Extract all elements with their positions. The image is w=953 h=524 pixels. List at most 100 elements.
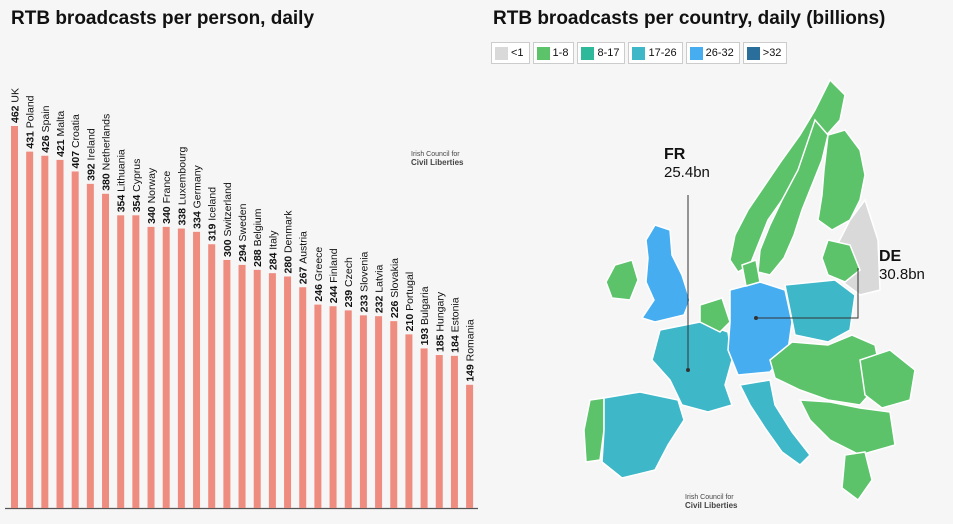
bar-category: Portugal	[404, 272, 416, 311]
legend-label: <1	[511, 47, 524, 59]
bar-value: 340	[146, 203, 158, 223]
bar-label: 340 France	[161, 171, 173, 224]
bar-category: Italy	[267, 230, 279, 250]
bar-value: 246	[313, 281, 325, 301]
bar-label: 185 Hungary	[434, 291, 446, 352]
bar-category: Spain	[40, 105, 52, 132]
bar-label: 294 Sweden	[237, 203, 249, 262]
bar-value: 421	[55, 136, 67, 156]
bar	[162, 226, 170, 509]
map-legend: <1 1-8 8-17 17-26 26-32 >32	[491, 42, 788, 64]
bar	[253, 269, 261, 508]
bar-value: 431	[25, 128, 37, 148]
bar-value: 380	[101, 170, 113, 190]
map-country-ireland	[605, 259, 639, 301]
bar-label: 392 Ireland	[85, 128, 97, 181]
bar-value: 226	[389, 298, 401, 318]
bar-category: Slovakia	[389, 258, 401, 298]
bar	[238, 264, 246, 508]
map-country-sweden	[757, 118, 829, 276]
bar-value: 185	[434, 332, 446, 352]
bar-label: 431 Poland	[25, 95, 37, 148]
bar-category: Iceland	[207, 187, 219, 221]
bar-category: Greece	[313, 247, 325, 282]
bar	[86, 183, 94, 508]
bar-category: Lithuania	[116, 149, 128, 192]
legend-item: 26-32	[685, 42, 740, 64]
bar-label: 421 Malta	[55, 111, 67, 157]
bar-label: 226 Slovakia	[389, 258, 401, 318]
bar-category: Norway	[146, 167, 158, 203]
bar-label: 233 Slovenia	[358, 251, 370, 312]
bar-category: Czech	[343, 257, 355, 287]
bar	[268, 273, 276, 508]
bar-label: 239 Czech	[343, 257, 355, 307]
bar-label: 319 Iceland	[207, 187, 219, 241]
bar-value: 288	[252, 246, 264, 266]
watermark-line2: Civil Liberties	[685, 501, 738, 510]
map-country-italy	[738, 379, 811, 466]
bar	[314, 304, 322, 508]
bar	[329, 306, 337, 508]
bar	[208, 244, 216, 508]
bar-category: Bulgaria	[419, 286, 431, 325]
bar-value: 239	[343, 287, 355, 307]
legend-label: >32	[762, 47, 782, 59]
bar-category: Ireland	[85, 128, 97, 160]
bar-label: 354 Lithuania	[116, 149, 128, 212]
bar	[177, 228, 185, 508]
bar-value: 233	[358, 292, 370, 312]
bar-label: 280 Denmark	[283, 210, 295, 274]
legend-item: 8-17	[577, 42, 626, 64]
bar-category: Netherlands	[101, 114, 113, 171]
bar-category: Slovenia	[358, 251, 370, 291]
bar	[147, 226, 155, 509]
bar-value: 392	[85, 160, 97, 180]
bar-value: 193	[419, 325, 431, 345]
bar-category: Malta	[55, 111, 67, 137]
bar-category: Estonia	[449, 297, 461, 332]
legend-item: <1	[491, 42, 530, 64]
bar-category: Austria	[298, 231, 310, 264]
bar-label: 338 Luxembourg	[176, 147, 188, 226]
map-country-balkans	[798, 399, 896, 456]
bar-label: 300 Switzerland	[222, 182, 234, 257]
bar-label: 244 Finland	[328, 248, 340, 303]
bar	[41, 155, 49, 508]
bar-label: 340 Norway	[146, 167, 158, 224]
bar-category: Cyprus	[131, 159, 143, 192]
bar-category: Croatia	[70, 114, 82, 148]
bar	[344, 310, 352, 508]
bar-value: 407	[70, 148, 82, 168]
bar	[435, 355, 443, 508]
bar-category: Poland	[25, 95, 37, 128]
legend-item: >32	[742, 42, 788, 64]
bar-label: 354 Cyprus	[131, 159, 143, 213]
bar-label: 246 Greece	[313, 247, 325, 302]
bar-value: 354	[131, 192, 143, 212]
bar	[56, 159, 64, 508]
watermark-line2: Civil Liberties	[411, 158, 464, 167]
bar	[450, 355, 458, 508]
legend-swatch	[746, 46, 760, 60]
bar	[26, 151, 34, 509]
bar	[405, 334, 413, 508]
callout-fr-value: 25.4bn	[664, 164, 710, 181]
bar-value: 284	[267, 250, 279, 270]
map-country-romania	[859, 349, 916, 409]
callout-de-country: DE	[879, 248, 902, 265]
map-country-poland	[784, 279, 856, 343]
bar-value: 244	[328, 283, 340, 303]
bar-category: Finland	[328, 248, 340, 283]
bar-category: Romania	[465, 319, 477, 361]
legend-swatch	[495, 46, 508, 60]
bar-value: 319	[207, 221, 219, 241]
bar-label: 334 Germany	[192, 164, 204, 228]
watermark-right: Irish Council for Civil Liberties	[685, 494, 737, 510]
legend-item: 17-26	[628, 42, 683, 64]
watermark-left: Irish Council for Civil Liberties	[411, 151, 463, 167]
bar	[11, 126, 18, 508]
callout-fr-country: FR	[664, 146, 686, 163]
legend-item: 1-8	[532, 42, 575, 64]
